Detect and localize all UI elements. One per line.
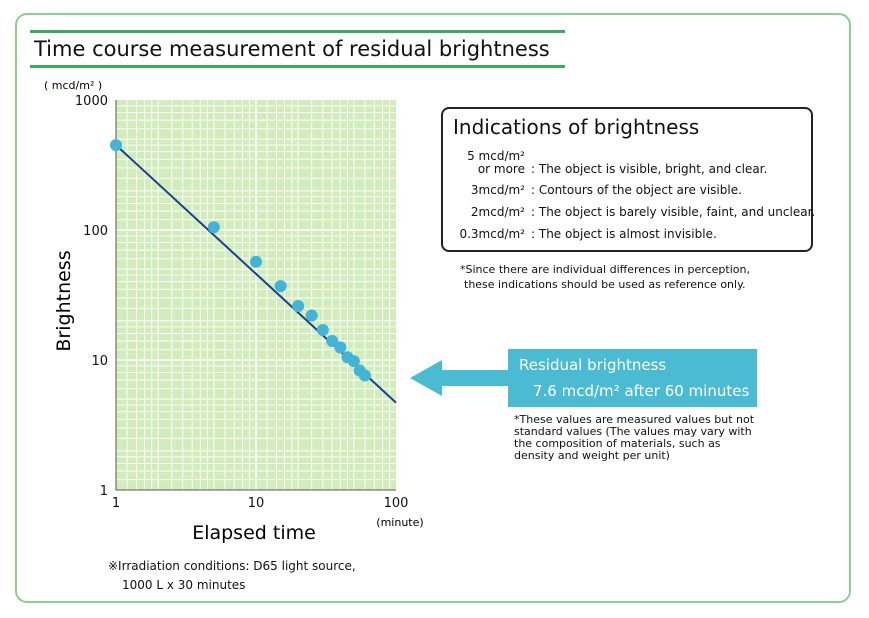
data-point	[110, 139, 122, 152]
indication-value-5: 5 mcd/m²	[467, 149, 525, 163]
residual-arrow	[410, 360, 508, 396]
indication-value-3: 3mcd/m²	[470, 183, 525, 197]
y-tick-label: 1000	[75, 94, 108, 109]
indication-value-5-suffix: or more	[477, 162, 525, 176]
indication-desc-3: : Contours of the object are visible.	[531, 183, 742, 197]
data-point	[305, 309, 318, 322]
data-point	[292, 300, 305, 313]
x-tick-label: 100	[384, 496, 409, 511]
data-point	[347, 355, 360, 368]
title-rule-bottom	[30, 65, 565, 68]
outer-frame	[15, 13, 851, 603]
data-point	[274, 280, 287, 293]
measured-values-note: *These values are measured values but no…	[514, 413, 755, 462]
data-point	[207, 221, 220, 234]
indication-desc-2: : The object is barely visible, faint, a…	[531, 205, 816, 219]
x-tick-label: 10	[248, 496, 265, 511]
x-tick-label: 1	[112, 496, 120, 511]
data-point	[334, 341, 347, 354]
x-axis-unit: (minute)	[376, 516, 423, 529]
data-point	[358, 369, 371, 382]
brightness-indications-box: Indications of brightness 5 mcd/m² or mo…	[441, 107, 816, 252]
title-rule-top	[30, 30, 565, 33]
y-axis-label: Brightness	[53, 250, 75, 351]
indications-title: Indications of brightness	[453, 115, 700, 139]
indication-value-03: 0.3mcd/m²	[459, 227, 525, 241]
x-axis-label: Elapsed time	[192, 522, 316, 544]
irradiation-conditions: ※Irradiation conditions: D65 light sourc…	[108, 557, 356, 595]
residual-value: 7.6 mcd/m² after 60 minutes	[533, 382, 750, 400]
irradiation-line1: ※Irradiation conditions: D65 light sourc…	[108, 559, 356, 573]
y-tick-label: 1	[100, 484, 108, 499]
perception-note-line1: *Since there are individual differences …	[460, 263, 750, 276]
indication-desc-5: : The object is visible, bright, and cle…	[531, 162, 768, 176]
perception-note: *Since there are individual differences …	[460, 262, 750, 292]
data-point	[326, 335, 339, 348]
data-point	[316, 324, 329, 337]
y-axis-unit: ( mcd/m² )	[44, 79, 102, 92]
y-tick-label: 10	[91, 354, 108, 369]
data-point	[250, 255, 262, 268]
residual-brightness-box: Residual brightness 7.6 mcd/m² after 60 …	[508, 349, 757, 407]
y-tick-label: 100	[83, 224, 108, 239]
indication-desc-03: : The object is almost invisible.	[531, 227, 717, 241]
perception-note-line2: these indications should be used as refe…	[464, 278, 746, 291]
indication-value-2: 2mcd/m²	[470, 205, 525, 219]
irradiation-line2: 1000 L x 30 minutes	[122, 578, 246, 592]
residual-title: Residual brightness	[519, 356, 667, 374]
page-title: Time course measurement of residual brig…	[34, 37, 550, 61]
